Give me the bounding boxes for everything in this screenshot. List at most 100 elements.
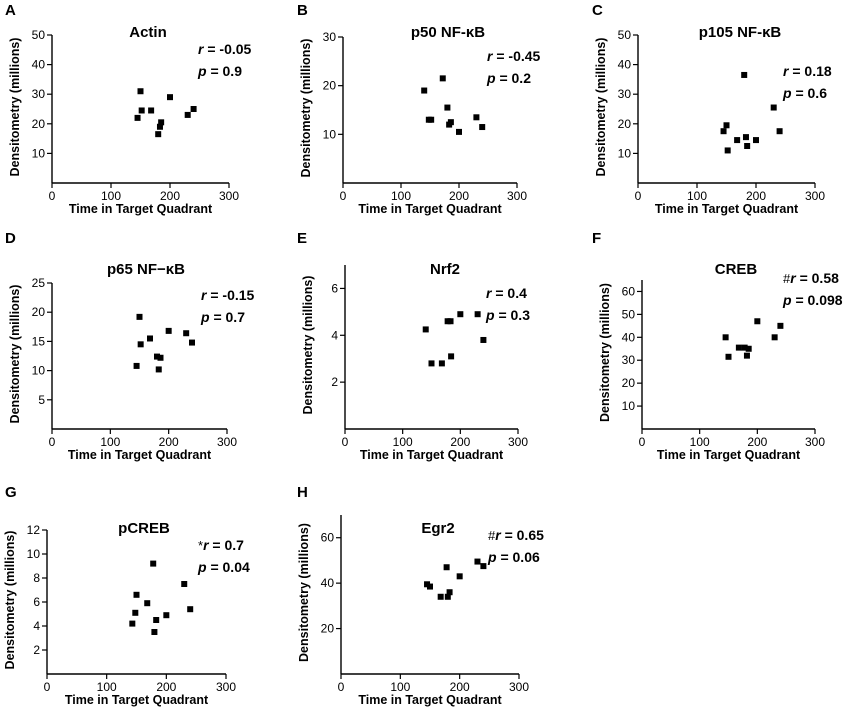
y-tick-label: 4: [331, 328, 338, 342]
y-tick-label: 10: [27, 547, 41, 561]
x-tick-label: 200: [747, 435, 767, 449]
data-point: [151, 629, 158, 635]
data-point: [474, 558, 481, 565]
r-value: = 0.65: [501, 527, 544, 543]
stat-p: p = 0.3: [485, 307, 530, 323]
p-value: = 0.06: [497, 549, 540, 565]
p-value: = 0.098: [792, 292, 843, 308]
y-tick-label: 20: [622, 376, 636, 390]
stat-r: #r = 0.58: [783, 270, 839, 286]
y-tick-label: 12: [27, 523, 41, 537]
x-tick-label: 200: [160, 189, 180, 203]
data-point: [723, 122, 730, 129]
panel-letter: H: [297, 484, 308, 501]
chart-panel-h: H Egr2 0 100 200 300 20 40 60 Time in Target Quad…: [297, 484, 544, 707]
panel-letter: B: [297, 2, 308, 19]
y-tick-label: 20: [323, 79, 337, 93]
x-tick-label: 0: [49, 435, 56, 449]
data-point: [437, 593, 444, 600]
x-tick-label: 200: [159, 435, 179, 449]
stat-r: r = 0.4: [486, 285, 527, 301]
x-tick-label: 300: [509, 680, 529, 694]
chart-title: p50 NF-κB: [411, 24, 485, 41]
r-symbol: r: [487, 48, 494, 64]
x-tick-label: 200: [450, 680, 470, 694]
x-axis-label: Time in Target Quadrant: [69, 202, 213, 216]
data-point: [129, 620, 136, 627]
x-tick-label: 300: [217, 435, 237, 449]
x-tick-label: 100: [690, 435, 710, 449]
data-point: [156, 123, 163, 130]
y-tick-label: 30: [618, 87, 632, 101]
data-point: [473, 114, 480, 121]
data-point: [189, 339, 195, 346]
data-point: [181, 581, 188, 587]
data-point: [439, 75, 446, 82]
x-tick-label: 0: [342, 435, 349, 449]
panel-letter: D: [5, 230, 16, 247]
data-point: [144, 600, 151, 607]
chart-title: Egr2: [421, 520, 454, 537]
r-symbol: r: [198, 41, 205, 57]
data-point: [147, 335, 153, 342]
x-tick-label: 200: [449, 189, 469, 203]
r-symbol: r: [790, 270, 797, 286]
data-point: [153, 617, 160, 623]
data-point: [456, 128, 462, 135]
x-tick-label: 300: [805, 435, 825, 449]
data-point: [734, 137, 741, 144]
data-point: [443, 564, 450, 571]
data-point: [753, 137, 759, 144]
chart-panel-e: E Nrf2 0 100 200 300 2 4 6 Time in Target Quadran…: [297, 230, 530, 462]
data-point: [184, 111, 191, 118]
chart-panel-a: A Actin 0 100 200 300 10 20 30 40 50 Time in Target…: [5, 2, 252, 216]
p-value: = 0.7: [210, 309, 246, 325]
stat-r: r = -0.45: [487, 48, 541, 64]
x-axis-label: Time in Target Quadrant: [358, 693, 502, 707]
data-point: [137, 341, 144, 348]
data-point: [133, 591, 140, 598]
data-point: [770, 104, 777, 111]
y-tick-label: 60: [321, 531, 335, 545]
panel-letter: E: [297, 230, 307, 247]
y-tick-label: 10: [323, 127, 337, 141]
data-point: [422, 326, 429, 333]
stat-p: p = 0.06: [487, 549, 540, 565]
x-tick-label: 100: [391, 189, 411, 203]
p-symbol: p: [197, 63, 207, 79]
r-symbol: r: [201, 287, 208, 303]
data-point: [444, 593, 451, 600]
chart-title: p105 NF-κB: [699, 24, 782, 41]
x-axis-label: Time in Target Quadrant: [360, 448, 504, 462]
r-value: = 0.18: [788, 63, 831, 79]
data-point: [724, 147, 731, 154]
y-axis-label: Densitometry (millions): [594, 38, 608, 177]
data-point: [154, 353, 160, 360]
stat-p: p = 0.098: [782, 292, 843, 308]
significance-mark: #: [783, 271, 791, 286]
p-symbol: p: [782, 292, 792, 308]
r-value: = -0.15: [206, 287, 254, 303]
y-tick-label: 20: [321, 622, 335, 636]
data-point: [448, 353, 455, 360]
stat-r: *r = 0.7: [198, 537, 244, 553]
data-point: [163, 612, 170, 619]
p-symbol: p: [487, 549, 497, 565]
y-tick-label: 6: [331, 281, 338, 295]
stat-p: p = 0.9: [197, 63, 242, 79]
y-axis-label: Densitometry (millions): [8, 38, 22, 177]
data-point: [158, 119, 165, 126]
y-axis-label: Densitometry (millions): [8, 285, 22, 424]
x-tick-label: 0: [635, 189, 642, 203]
data-point: [745, 345, 752, 352]
y-tick-label: 30: [32, 87, 46, 101]
stat-r: #r = 0.65: [488, 527, 544, 543]
data-point: [155, 131, 162, 138]
y-tick-label: 20: [618, 117, 632, 131]
data-point: [167, 94, 173, 101]
data-point: [474, 311, 481, 318]
data-point: [735, 344, 742, 351]
data-point: [725, 353, 732, 360]
